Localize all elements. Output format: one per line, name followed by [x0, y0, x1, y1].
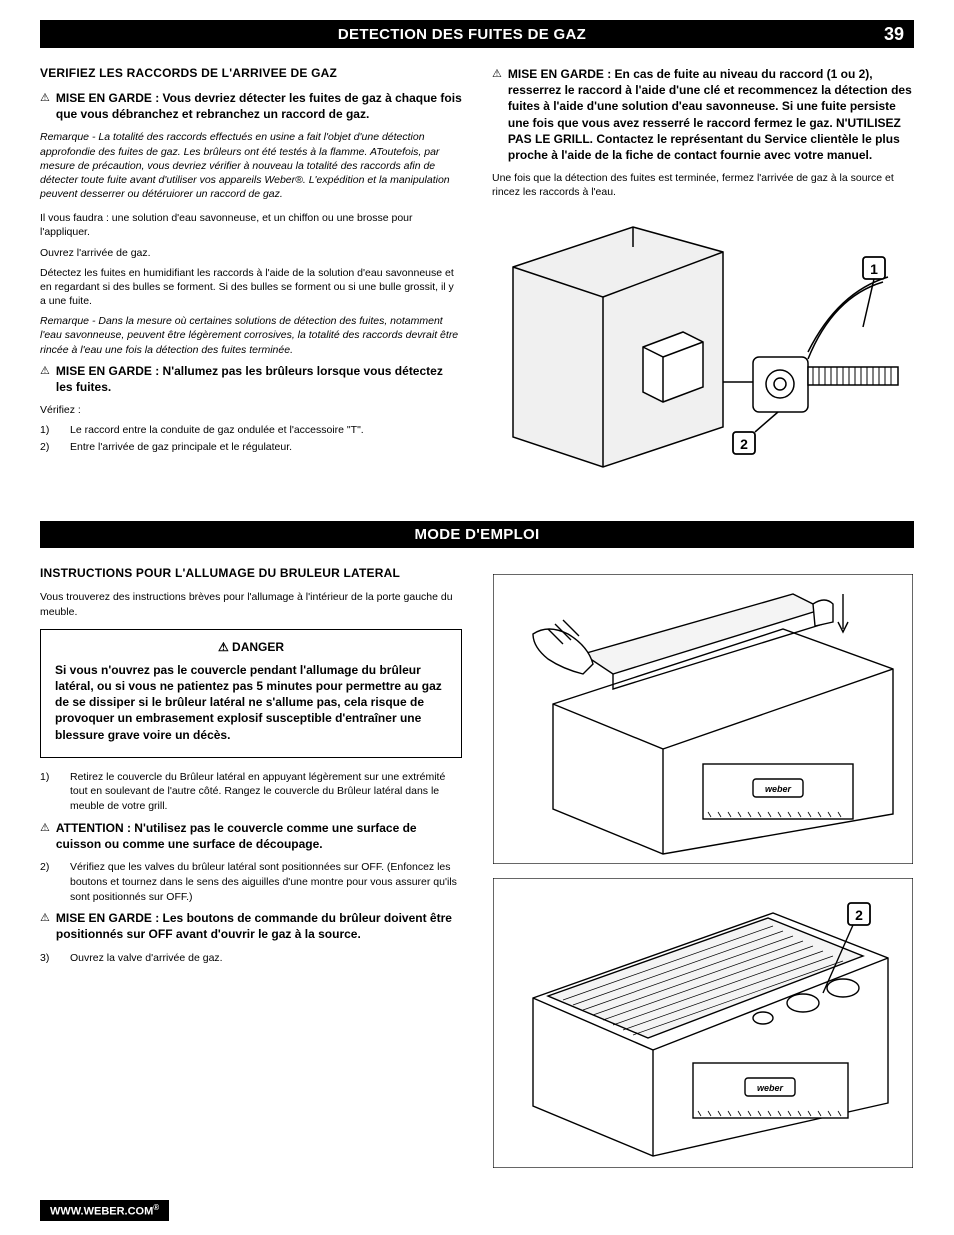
steps-list: 3) Ouvrez la valve d'arrivée de gaz.: [40, 951, 462, 966]
warning-icon: ⚠: [40, 911, 50, 924]
bottom-columns: INSTRUCTIONS POUR L'ALLUMAGE DU BRULEUR …: [40, 566, 914, 1182]
list-num: 1): [40, 423, 54, 438]
body-open-gas: Ouvrez l'arrivée de gaz.: [40, 246, 462, 260]
top-left-col: VERIFIEZ LES RACCORDS DE L'ARRIVEE DE GA…: [40, 66, 462, 501]
warning-text: MISE EN GARDE : N'allumez pas les brûleu…: [56, 363, 462, 395]
page-number: 39: [884, 24, 904, 45]
list-text: Vérifiez que les valves du brûleur latér…: [70, 860, 462, 904]
list-num: 1): [40, 770, 54, 814]
danger-box: ⚠ DANGER Si vous n'ouvrez pas le couverc…: [40, 629, 462, 758]
warning-icon: ⚠: [40, 91, 50, 104]
regulator-diagram-svg: 1 2: [493, 207, 913, 487]
danger-title: DANGER: [232, 640, 284, 654]
footer-url-text: WWW.WEBER.COM: [50, 1206, 153, 1218]
list-item: 3) Ouvrez la valve d'arrivée de gaz.: [40, 951, 462, 966]
body-detect: Détectez les fuites en humidifiant les r…: [40, 266, 462, 309]
warning-icon: ⚠: [40, 821, 50, 834]
heading-ignition: INSTRUCTIONS POUR L'ALLUMAGE DU BRULEUR …: [40, 566, 462, 580]
attention-cover: ⚠ ATTENTION : N'utilisez pas le couvercl…: [40, 820, 462, 852]
bottom-right-col: weber: [492, 566, 914, 1182]
warning-text: MISE EN GARDE : Les boutons de commande …: [56, 910, 462, 942]
figure-burner-knobs: 2 weber: [492, 878, 914, 1168]
steps-list: 2) Vérifiez que les valves du brûleur la…: [40, 860, 462, 904]
remark-rinse: Remarque - Dans la mesure où certaines s…: [40, 314, 462, 357]
footer-url: WWW.WEBER.COM®: [40, 1200, 169, 1221]
logo-text: weber: [765, 784, 792, 794]
section-header-gas-leak: DETECTION DES FUITES DE GAZ 39: [40, 20, 914, 48]
figure-regulator: 1 2: [492, 207, 914, 487]
warning-detect-leaks: ⚠ MISE EN GARDE : Vous devriez détecter …: [40, 90, 462, 122]
callout-2: 2: [855, 907, 863, 923]
body-intro: Vous trouverez des instructions brèves p…: [40, 590, 462, 618]
remark-factory: Remarque - La totalité des raccords effe…: [40, 130, 462, 201]
section-header-instructions: MODE D'EMPLOI: [40, 521, 914, 548]
warning-text: MISE EN GARDE : En cas de fuite au nivea…: [508, 66, 914, 163]
header-title: DETECTION DES FUITES DE GAZ: [40, 26, 884, 43]
verify-label: Vérifiez :: [40, 403, 462, 417]
remove-cover-svg: weber: [493, 574, 913, 864]
warning-icon: ⚠: [218, 640, 232, 654]
warning-knobs-off: ⚠ MISE EN GARDE : Les boutons de command…: [40, 910, 462, 942]
list-num: 2): [40, 860, 54, 904]
callout-1: 1: [870, 261, 878, 277]
list-item: 2) Entre l'arrivée de gaz principale et …: [40, 440, 462, 455]
body-needed: Il vous faudra : une solution d'eau savo…: [40, 211, 462, 239]
list-text: Retirez le couvercle du Brûleur latéral …: [70, 770, 462, 814]
danger-body: Si vous n'ouvrez pas le couvercle pendan…: [55, 662, 447, 743]
figure-remove-cover: weber: [492, 574, 914, 864]
top-columns: VERIFIEZ LES RACCORDS DE L'ARRIVEE DE GA…: [40, 66, 914, 501]
list-num: 3): [40, 951, 54, 966]
attention-text: ATTENTION : N'utilisez pas le couvercle …: [56, 820, 462, 852]
warning-tighten: ⚠ MISE EN GARDE : En cas de fuite au niv…: [492, 66, 914, 163]
verify-list: 1) Le raccord entre la conduite de gaz o…: [40, 423, 462, 454]
burner-knobs-svg: 2 weber: [493, 878, 913, 1168]
list-item: 1) Le raccord entre la conduite de gaz o…: [40, 423, 462, 438]
warning-icon: ⚠: [40, 364, 50, 377]
registered-icon: ®: [153, 1203, 159, 1212]
page: DETECTION DES FUITES DE GAZ 39 VERIFIEZ …: [0, 0, 954, 1235]
heading-verify-connections: VERIFIEZ LES RACCORDS DE L'ARRIVEE DE GA…: [40, 66, 462, 80]
body-close-gas: Une fois que la détection des fuites est…: [492, 171, 914, 199]
warning-text: MISE EN GARDE : Vous devriez détecter le…: [56, 90, 462, 122]
list-item: 2) Vérifiez que les valves du brûleur la…: [40, 860, 462, 904]
top-right-col: ⚠ MISE EN GARDE : En cas de fuite au niv…: [492, 66, 914, 501]
warning-no-ignite: ⚠ MISE EN GARDE : N'allumez pas les brûl…: [40, 363, 462, 395]
list-text: Le raccord entre la conduite de gaz ondu…: [70, 423, 364, 438]
list-text: Ouvrez la valve d'arrivée de gaz.: [70, 951, 223, 966]
list-text: Entre l'arrivée de gaz principale et le …: [70, 440, 292, 455]
danger-title-row: ⚠ DANGER: [55, 640, 447, 654]
bottom-left-col: INSTRUCTIONS POUR L'ALLUMAGE DU BRULEUR …: [40, 566, 462, 1182]
steps-list: 1) Retirez le couvercle du Brûleur latér…: [40, 770, 462, 814]
warning-icon: ⚠: [492, 67, 502, 80]
list-num: 2): [40, 440, 54, 455]
logo-text: weber: [757, 1083, 784, 1093]
list-item: 1) Retirez le couvercle du Brûleur latér…: [40, 770, 462, 814]
callout-2: 2: [740, 436, 748, 452]
